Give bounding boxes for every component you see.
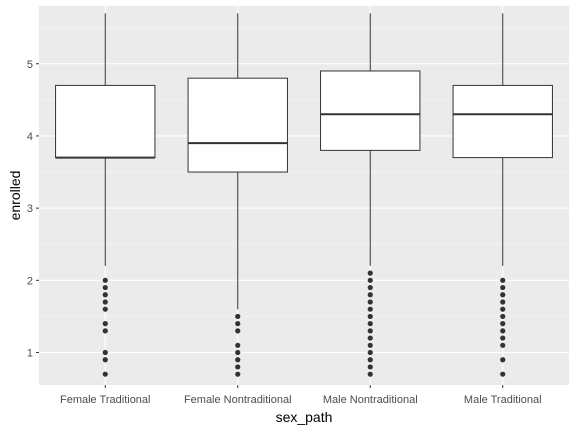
outlier-point (235, 371, 241, 377)
outlier-point (235, 364, 241, 370)
outlier-point (500, 313, 506, 320)
outlier-point (367, 284, 373, 291)
outlier-point (102, 357, 108, 363)
y-tick-label: 2 (27, 275, 33, 287)
outlier-point (235, 321, 241, 327)
outlier-point (367, 270, 373, 276)
box-group (320, 13, 421, 377)
box (320, 70, 421, 151)
outlier-point (102, 292, 108, 298)
outlier-point (500, 371, 506, 377)
outlier-point (500, 284, 506, 291)
y-tick-label: 5 (27, 59, 33, 71)
box-marks (55, 13, 553, 377)
x-tick-label: Male Traditional (464, 394, 542, 406)
outlier-point (102, 328, 108, 334)
outlier-point (367, 335, 373, 341)
box (452, 84, 553, 159)
outlier-point (102, 349, 108, 356)
outlier-point (235, 313, 241, 320)
outlier-point (500, 342, 506, 348)
outlier-point (367, 306, 373, 312)
outlier-point (102, 284, 108, 291)
outlier-point (500, 299, 506, 305)
outlier-point (500, 357, 506, 363)
y-axis-ticks: 1 2 3 4 5 (27, 59, 39, 360)
x-tick-label: Male Nontraditional (323, 394, 418, 406)
outlier-point (235, 328, 241, 334)
outlier-point (102, 277, 108, 283)
x-axis-ticks: Female Traditional Female Nontraditional M… (60, 385, 542, 406)
x-axis-title: sex_path (276, 409, 333, 425)
outlier-point (102, 299, 108, 305)
y-axis-title: enrolled (7, 171, 23, 221)
box (55, 84, 156, 159)
outlier-point (367, 321, 373, 327)
y-tick-label: 4 (27, 131, 33, 143)
box (187, 77, 288, 173)
outlier-point (500, 306, 506, 312)
outlier-point (500, 292, 506, 298)
outlier-point (102, 371, 108, 377)
box-group (187, 13, 288, 377)
x-tick-label: Female Traditional (60, 394, 151, 406)
outlier-point (367, 364, 373, 370)
outlier-point (235, 357, 241, 363)
outlier-point (235, 342, 241, 348)
box-group (55, 13, 156, 377)
outlier-point (367, 313, 373, 320)
outlier-point (102, 306, 108, 312)
outlier-point (367, 349, 373, 356)
y-tick-label: 1 (27, 348, 33, 360)
outlier-point (500, 321, 506, 327)
y-tick-label: 3 (27, 203, 33, 215)
box-group (452, 13, 553, 377)
outlier-point (235, 349, 241, 356)
outlier-point (102, 321, 108, 327)
outlier-point (500, 328, 506, 334)
outlier-point (367, 342, 373, 348)
plot-panel (39, 6, 569, 385)
outlier-point (500, 277, 506, 283)
outlier-point (367, 371, 373, 377)
outlier-point (367, 328, 373, 334)
outlier-point (367, 299, 373, 305)
outlier-point (367, 292, 373, 298)
outlier-point (367, 277, 373, 283)
outlier-point (367, 357, 373, 363)
x-tick-label: Female Nontraditional (184, 394, 292, 406)
outlier-point (500, 335, 506, 341)
